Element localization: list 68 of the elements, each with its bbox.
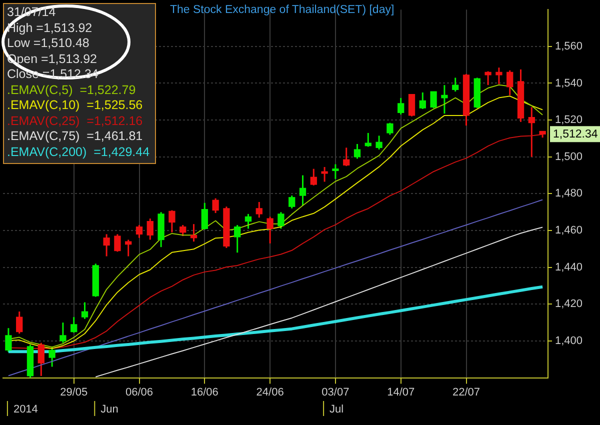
x-tick-label: 16/06 [190, 386, 218, 398]
y-tick-label: 1,500 [555, 150, 583, 163]
y-tick-label: 1,420 [555, 298, 583, 310]
candlestick [278, 211, 284, 230]
candlestick [81, 302, 88, 320]
candlestick [16, 310, 23, 334]
y-tick-label: 1,400 [555, 335, 583, 348]
y-tick-label: 1,560 [555, 40, 583, 52]
candlestick [48, 346, 56, 368]
candlestick [299, 174, 306, 206]
candlestick [266, 216, 274, 244]
text: .EMAV(C,5) =1,522.79 [7, 82, 137, 98]
candlestick [496, 66, 502, 85]
candlestick [376, 134, 382, 150]
candlestick [70, 316, 78, 334]
x-tick-label: 14/07 [387, 386, 415, 398]
candlestick [506, 70, 514, 96]
candlestick [364, 132, 372, 148]
candlestick [60, 322, 66, 344]
candlestick [332, 163, 339, 180]
candlestick [146, 218, 154, 240]
candlestick [125, 238, 132, 258]
text: .EMAV(C,25) =1,512.16 [7, 114, 144, 129]
candlestick [310, 168, 317, 186]
candlestick [419, 92, 426, 110]
chart-title: The Stock Exchange of Thailand(SET) [day] [170, 4, 394, 16]
candlestick [103, 233, 110, 258]
candlestick [441, 84, 448, 114]
candlestick [201, 202, 208, 230]
x-tick-label: 29/05 [60, 386, 88, 398]
candlestick [430, 90, 437, 109]
text: Jun [100, 404, 118, 416]
candlestick [168, 210, 176, 234]
candlestick [114, 233, 121, 252]
candlestick [38, 342, 44, 377]
text: .EMAV(C,75) =1,461.81 [7, 129, 144, 144]
candlestick [452, 76, 459, 92]
y-tick-label: 1,540 [555, 77, 583, 90]
candlestick [136, 224, 143, 239]
text: 2014 [13, 404, 38, 416]
x-tick-label: 22/07 [452, 386, 480, 398]
candlestick [484, 70, 492, 86]
y-tick-label: 1,520 [555, 114, 583, 126]
candlestick [244, 213, 252, 230]
text: .EMAV(C,200) =1,429.44 [7, 144, 150, 160]
y-tick-label: 1,460 [555, 224, 583, 237]
candlestick [288, 194, 296, 210]
candlestick [234, 224, 241, 254]
candlestick [398, 97, 404, 116]
candlestick [180, 224, 186, 237]
candlestick [528, 106, 535, 158]
candlestick [321, 166, 328, 182]
x-tick-label: 06/06 [125, 386, 154, 398]
candlestick [256, 201, 262, 218]
candlestick [354, 143, 361, 160]
x-tick-label: 24/06 [256, 386, 284, 398]
candlestick [212, 198, 219, 214]
candlestick [386, 122, 394, 136]
annotation: Low =1,510.48 [7, 36, 90, 52]
text: Jul [330, 404, 344, 416]
candlestick [343, 146, 350, 167]
y-tick-label: 1,440 [555, 261, 583, 274]
y-tick-label: 1,480 [555, 188, 583, 200]
candlestick [408, 94, 416, 118]
text: 1,512.34 [553, 128, 598, 140]
x-tick-label: 03/07 [322, 386, 350, 398]
text: .EMAV(C,10) =1,525.56 [7, 98, 144, 114]
candlestick [5, 327, 12, 353]
